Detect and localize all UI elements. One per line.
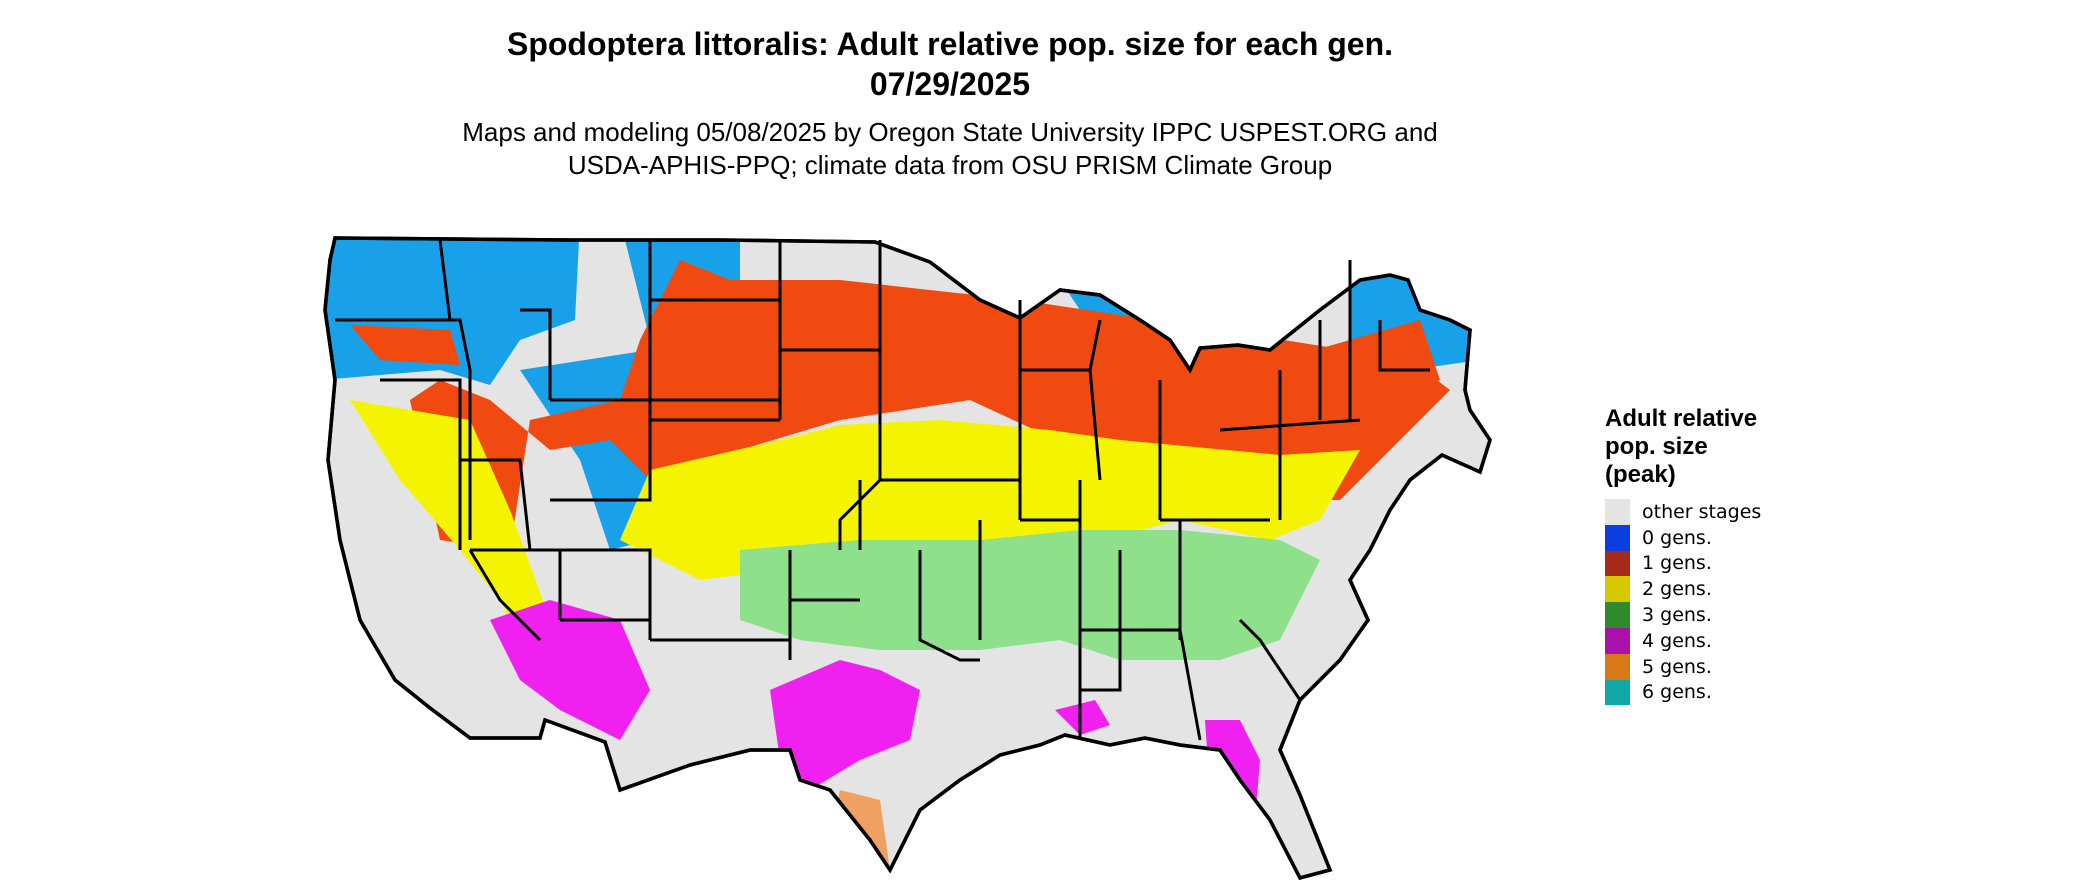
legend-swatch [1605,524,1630,551]
legend-item: 6 gens. [1605,679,1865,706]
legend-swatch [1605,602,1630,628]
legend-label: 5 gens. [1642,655,1712,678]
map-subtitle-line1: Maps and modeling 05/08/2025 by Oregon S… [462,117,1438,147]
legend-label: 6 gens. [1642,681,1712,704]
legend-label: 0 gens. [1642,526,1712,549]
legend-item: 1 gens. [1605,550,1865,577]
legend-item: 3 gens. [1605,602,1865,628]
legend-label: 2 gens. [1642,578,1712,601]
legend-item: 5 gens. [1605,653,1865,680]
legend-items: other stages 0 gens. 1 gens. 2 gens. 3 gens.… [1605,499,1865,706]
region-4-gens-arizona [490,600,650,740]
title-block: Spodoptera littoralis: Adult relative po… [0,24,1900,182]
legend-label: other stages [1642,500,1762,523]
legend: Adult relative pop. size (peak) other st… [1605,405,1865,706]
legend-title: Adult relative pop. size (peak) [1605,405,1758,488]
map-subtitle-line2: USDA-APHIS-PPQ; climate data from OSU PR… [567,150,1333,180]
map-title-line1: Spodoptera littoralis: Adult relative po… [506,26,1394,62]
legend-swatch [1605,653,1630,680]
legend-swatch [1605,576,1630,603]
region-1-gens-northeast [1280,320,1440,420]
state-borders [335,239,1430,741]
legend-item: 0 gens. [1605,524,1865,551]
legend-swatch [1605,679,1630,706]
legend-item: 2 gens. [1605,576,1865,603]
region-1-gens-oregon-patches [350,325,460,365]
us-map-svg [323,236,1492,880]
legend-label: 4 gens. [1642,629,1712,652]
legend-item: 4 gens. [1605,627,1865,654]
legend-swatch [1605,550,1630,577]
legend-item: other stages [1605,499,1865,525]
us-map [320,220,1570,890]
legend-swatch [1605,627,1630,654]
map-subtitle: Maps and modeling 05/08/2025 by Oregon S… [0,116,1900,182]
legend-swatch [1605,499,1630,525]
region-3-gens-south [740,530,1320,660]
region-4-gens-louisiana [1055,700,1110,735]
map-title: Spodoptera littoralis: Adult relative po… [0,24,1900,104]
legend-label: 3 gens. [1642,604,1712,627]
legend-label: 1 gens. [1642,552,1712,575]
map-title-line2: 07/29/2025 [869,66,1031,102]
region-2-gens-midsouth [620,420,1360,580]
region-4-gens-gulf-coast [770,660,920,790]
